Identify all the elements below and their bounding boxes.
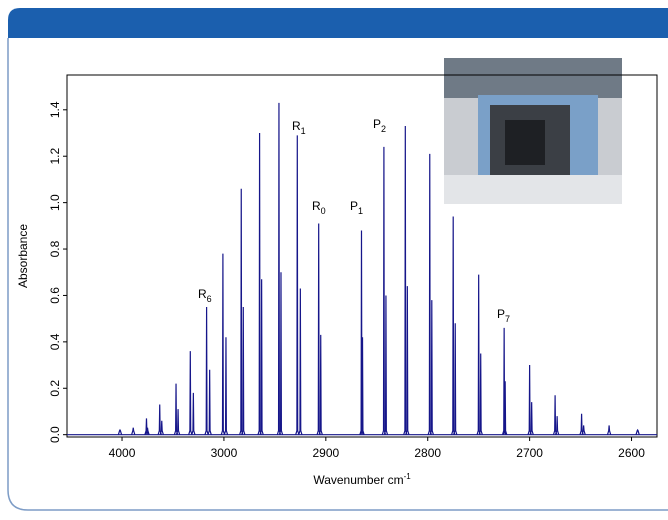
peak bbox=[381, 146, 387, 435]
y-tick-label: 0.6 bbox=[48, 287, 62, 304]
annotation: P2 bbox=[373, 117, 386, 134]
annotation: P1 bbox=[350, 199, 363, 216]
peak bbox=[318, 334, 323, 435]
x-tick-label: 4000 bbox=[109, 446, 136, 460]
peak bbox=[606, 425, 612, 435]
annotation: R1 bbox=[292, 119, 306, 136]
photo-top bbox=[444, 58, 622, 98]
x-tick-label: 2800 bbox=[414, 446, 441, 460]
peak bbox=[241, 307, 246, 435]
peak bbox=[527, 365, 532, 435]
x-axis-label: Wavenumber cm-1 bbox=[313, 472, 411, 487]
peak bbox=[145, 427, 150, 435]
peak bbox=[581, 425, 586, 435]
peak bbox=[451, 216, 456, 435]
peak bbox=[316, 223, 321, 435]
annotation: R0 bbox=[312, 199, 326, 216]
peak bbox=[259, 279, 264, 435]
x-tick-label: 2700 bbox=[516, 446, 543, 460]
y-axis-label: Absorbance bbox=[16, 224, 30, 288]
annotations: R6 R1 R0 P1 P2 P7 bbox=[198, 117, 510, 324]
peak bbox=[276, 102, 282, 435]
peak bbox=[188, 351, 193, 435]
peak bbox=[635, 428, 640, 435]
annotation: R6 bbox=[198, 287, 212, 304]
peak bbox=[191, 392, 196, 435]
peak bbox=[204, 307, 209, 435]
y-tick-label: 1.4 bbox=[48, 101, 62, 118]
peak bbox=[529, 402, 534, 435]
peak bbox=[403, 126, 408, 435]
frame-border bbox=[7, 38, 668, 511]
y-tick-label: 0.8 bbox=[48, 240, 62, 257]
peak bbox=[278, 272, 284, 435]
peak bbox=[383, 295, 389, 435]
peak bbox=[478, 353, 483, 435]
peak bbox=[223, 337, 229, 435]
peak bbox=[427, 153, 432, 435]
peak bbox=[239, 188, 244, 435]
peak bbox=[220, 253, 226, 435]
y-tick-label: 1.0 bbox=[48, 194, 62, 211]
header-bar bbox=[8, 8, 668, 38]
photo-holder bbox=[505, 120, 545, 165]
y-tick-label: 0.4 bbox=[48, 333, 62, 350]
x-tick-label: 2900 bbox=[312, 446, 339, 460]
plot-area bbox=[66, 74, 658, 438]
photo-inset bbox=[444, 58, 622, 204]
x-tick-label: 3000 bbox=[211, 446, 238, 460]
photo-base bbox=[444, 175, 622, 204]
peak bbox=[476, 274, 481, 435]
peak bbox=[453, 323, 458, 435]
annotation: P7 bbox=[497, 307, 510, 324]
peak bbox=[554, 416, 560, 435]
peak bbox=[429, 300, 434, 435]
peak bbox=[295, 135, 300, 435]
y-tick-label: 1.2 bbox=[48, 148, 62, 165]
y-tick-label: 0.2 bbox=[48, 380, 62, 397]
peak bbox=[159, 420, 164, 435]
peak bbox=[257, 133, 262, 435]
peak bbox=[298, 288, 303, 435]
y-tick-label: 0.0 bbox=[48, 426, 62, 443]
peak bbox=[502, 381, 508, 435]
peak bbox=[175, 409, 181, 435]
x-tick-label: 2600 bbox=[618, 446, 645, 460]
peak bbox=[131, 427, 136, 435]
peak bbox=[405, 286, 410, 435]
peak bbox=[207, 369, 212, 435]
peak bbox=[360, 337, 365, 435]
peak bbox=[117, 428, 123, 435]
